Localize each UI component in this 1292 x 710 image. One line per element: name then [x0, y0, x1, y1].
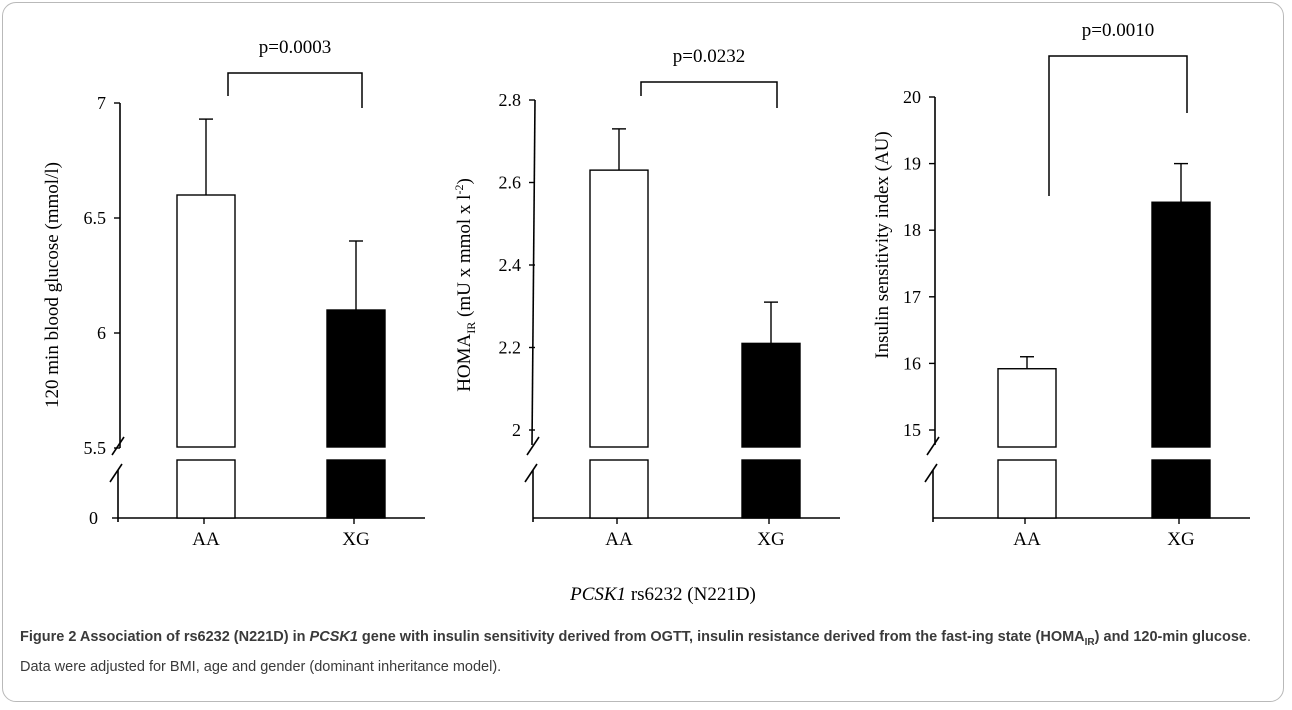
chart-panel-1: 5.5 6 6.5 7 0 AA XG p=0.0003 120 min blood gluco… — [42, 37, 425, 550]
y-tick-label: 2.6 — [499, 173, 522, 193]
bar-lower-aa — [176, 459, 236, 519]
caption-gene-name: PCSK1 — [309, 629, 358, 645]
bar-aa — [589, 169, 649, 448]
bar-aa — [176, 194, 236, 448]
significance-bracket — [640, 81, 778, 108]
significance-bracket — [227, 72, 363, 108]
y-tick-label: 5.5 — [84, 438, 107, 458]
x-tick-label: AA — [605, 529, 633, 550]
bar-lower-xg — [326, 459, 386, 519]
bar-lower-xg — [741, 459, 801, 519]
bar-aa — [997, 368, 1057, 448]
bar-lower-aa — [589, 459, 649, 519]
y-tick-label: 6.5 — [84, 208, 107, 228]
y-tick-label: 19 — [903, 154, 921, 174]
bar-lower-xg — [1151, 459, 1211, 519]
axis-break-mark — [924, 463, 938, 483]
axis-break-mark — [926, 436, 940, 456]
y-tick-label: 0 — [89, 508, 98, 528]
caption-bold-3: ) and 120-min glucose — [1094, 629, 1247, 645]
caption-subscript: IR — [1084, 636, 1095, 648]
y-tick-label: 2 — [512, 420, 521, 440]
y-axis-upper — [531, 99, 536, 446]
caption-bold-1: Figure 2 Association of rs6232 (N221D) i… — [20, 629, 310, 645]
y-tick-label: 2.8 — [499, 90, 522, 110]
y-tick-label: 2.2 — [499, 338, 522, 358]
figure-canvas: 5.5 6 6.5 7 0 AA XG p=0.0003 120 min blood gluco… — [42, 20, 1250, 605]
p-value-label: p=0.0232 — [673, 46, 745, 67]
p-value-label: p=0.0003 — [259, 37, 331, 58]
y-axis-title: 120 min blood glucose (mmol/l) — [42, 162, 63, 408]
x-tick-label: XG — [342, 529, 370, 550]
y-tick-label: 2.4 — [499, 255, 522, 275]
axis-break-mark — [111, 436, 125, 456]
caption-bold-2: gene with insulin sensitivity derived fr… — [357, 629, 1085, 645]
figure-frame — [2, 2, 1284, 702]
y-tick-label: 20 — [903, 87, 921, 107]
axis-break-mark — [524, 463, 538, 483]
p-value-label: p=0.0010 — [1082, 20, 1154, 41]
significance-bracket — [1048, 55, 1188, 196]
x-tick-label: AA — [1013, 529, 1041, 550]
bar-xg — [326, 309, 386, 448]
bar-xg — [741, 342, 801, 448]
bar-xg — [1151, 201, 1211, 448]
y-tick-label: 17 — [903, 287, 921, 307]
y-axis-title: Insulin sensitivity index (AU) — [872, 131, 893, 358]
y-tick-label: 18 — [903, 220, 921, 240]
x-axis-title: PCSK1 rs6232 (N221D) — [569, 584, 756, 605]
caption-normal-text: . Data were adjusted for BMI, age and ge… — [20, 629, 1251, 675]
axis-break-mark — [526, 436, 540, 456]
figure-caption: Figure 2 Association of rs6232 (N221D) i… — [20, 625, 1270, 679]
axis-break-mark — [109, 463, 123, 483]
chart-panel-3: 15 16 17 18 19 20 AA XG p=0.0010 Insulin sensitiv… — [872, 20, 1250, 550]
x-tick-label: XG — [757, 529, 785, 550]
y-tick-label: 6 — [97, 323, 106, 343]
x-tick-label: XG — [1167, 529, 1195, 550]
bar-lower-aa — [997, 459, 1057, 519]
x-tick-label: AA — [192, 529, 220, 550]
y-tick-label: 15 — [903, 420, 921, 440]
y-tick-label: 16 — [903, 353, 921, 373]
chart-panel-2: 2 2.2 2.4 2.6 2.8 AA XG p=0.0232 HOMAIR (mU x mm… — [452, 46, 840, 550]
y-tick-label: 7 — [97, 93, 106, 113]
y-axis-title: HOMAIR (mU x mmol x l-2) — [452, 178, 478, 392]
